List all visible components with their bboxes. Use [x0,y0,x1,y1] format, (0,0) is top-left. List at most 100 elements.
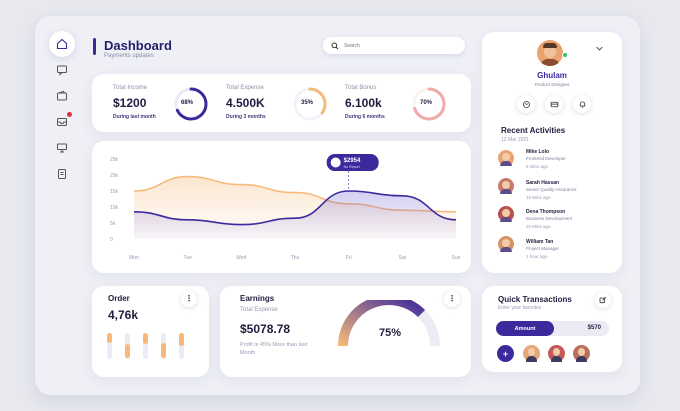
stat-label-expense: Total Expense [226,85,264,91]
online-indicator [562,52,568,58]
activity-name: Mike Lolo [526,149,550,155]
x-tick-label: Mon [129,255,139,261]
order-bar-track [143,333,148,359]
series-area [134,191,456,239]
activity-role: Project Manager [526,246,560,251]
edit-icon [599,296,607,304]
activity-time: 1 hour ago [526,254,548,259]
activity-time: 15 Mins ago [526,195,551,200]
sidebar-item-documents[interactable] [49,161,75,187]
title-accent [93,38,96,55]
activities-date: 12 Mar 2021 [501,137,530,143]
chevron-down-icon[interactable] [596,46,603,51]
order-bar-fill [107,333,112,344]
x-tick-label: Thu [291,255,300,261]
profile-notify-button[interactable] [573,95,591,113]
stat-note-bonus: During 6 months [345,114,385,120]
area-chart: 0 5k 10k 15k 20k 25k Mon Tue Wed Thu Fri Sat Sun $295… [110,154,461,261]
x-tick-label: Wed [236,255,246,261]
sidebar-item-notifications[interactable] [49,109,75,135]
phone-icon [522,100,530,108]
activities-title: Recent Activities [501,126,566,135]
activity-avatar [498,206,514,222]
profile-name: Ghulam [537,71,567,80]
earnings-title: Earnings [240,294,275,303]
search-icon [331,42,339,49]
y-tick-label: 20k [110,173,119,179]
transactions-edit-button[interactable] [595,292,611,308]
contact-avatar[interactable] [548,345,565,362]
presentation-icon [57,143,67,153]
activity-role: Business Development [526,216,573,221]
activity-avatar [498,236,514,252]
x-tick-label: Tue [183,255,192,261]
earnings-label: Total Expense [240,307,278,313]
stat-value-bonus: 6.100k [345,96,382,110]
earnings-note: Profit is 45% More than last Month [240,342,308,356]
add-contact-button[interactable]: + [497,345,514,362]
order-more-button[interactable]: ⋮ [181,291,197,307]
stat-note-income: During last month [113,114,156,120]
document-icon [58,169,66,179]
tooltip-box [326,154,379,171]
sidebar-item-home[interactable] [49,31,75,57]
bell-icon [579,100,585,108]
amount-field[interactable]: Amount $570 [496,321,609,336]
stat-percent-bonus: 70% [420,100,433,106]
ring-bonus [412,87,446,121]
ring-income [174,87,208,121]
transactions-title: Quick Transactions [498,295,572,304]
profile-avatar[interactable] [537,40,563,66]
stat-value-income: $1200 [113,96,147,110]
credit-card-icon [550,101,558,107]
sidebar-item-reports[interactable] [49,135,75,161]
order-title: Order [108,294,130,303]
series-line [133,190,457,226]
activity-time: 20 Mins ago [526,224,551,229]
order-bar-fill [161,343,166,359]
ring-expense [293,87,327,121]
activity-role: Senior Quality Assurance [526,187,577,192]
stats-card [92,74,471,132]
order-bar-fill [179,333,184,346]
amount-value: $570 [587,325,601,331]
amount-label: Amount [496,321,554,336]
earnings-value: $5078.78 [240,322,291,336]
stat-percent-expense: 35% [301,100,314,106]
activity-role: Frontend Developer [526,156,566,161]
activity-avatar [498,178,514,194]
sidebar-item-wallet[interactable] [49,83,75,109]
order-bar-fill [143,333,148,345]
order-bar-track [179,333,184,359]
order-value: 4,76k [108,308,139,322]
search-box[interactable] [323,37,465,54]
x-tick-label: Sat [399,255,407,261]
notification-badge [67,112,72,117]
y-tick-label: 5k [110,221,116,227]
y-tick-label: 15k [110,189,119,195]
earnings-more-button[interactable]: ⋮ [444,291,460,307]
contact-avatar[interactable] [573,345,590,362]
search-input[interactable] [344,42,454,49]
contact-avatar[interactable] [523,345,540,362]
y-tick-label: 25k [110,157,119,163]
transactions-subtitle: Enter your favorites [498,305,542,311]
inbox-icon [57,118,67,126]
sidebar-item-messages[interactable] [49,57,75,83]
y-tick-label: 0 [110,237,113,243]
tooltip-sub: No Report [344,165,360,169]
earnings-percent: 75% [379,327,402,339]
order-bar-track [107,333,112,359]
profile-call-button[interactable] [517,95,535,113]
stat-label-bonus: Total Bonus [345,85,377,91]
page-subtitle: Payments updates [104,53,154,59]
page-title: Dashboard [104,38,172,53]
stat-label-income: Total Income [113,85,148,91]
profile-card-button[interactable] [545,95,563,113]
activity-avatar [498,150,514,166]
stat-percent-income: 68% [181,100,194,106]
home-icon [56,38,68,50]
x-tick-label: Fri [346,255,352,261]
earnings-gauge [338,300,440,347]
y-tick-label: 10k [110,205,119,211]
